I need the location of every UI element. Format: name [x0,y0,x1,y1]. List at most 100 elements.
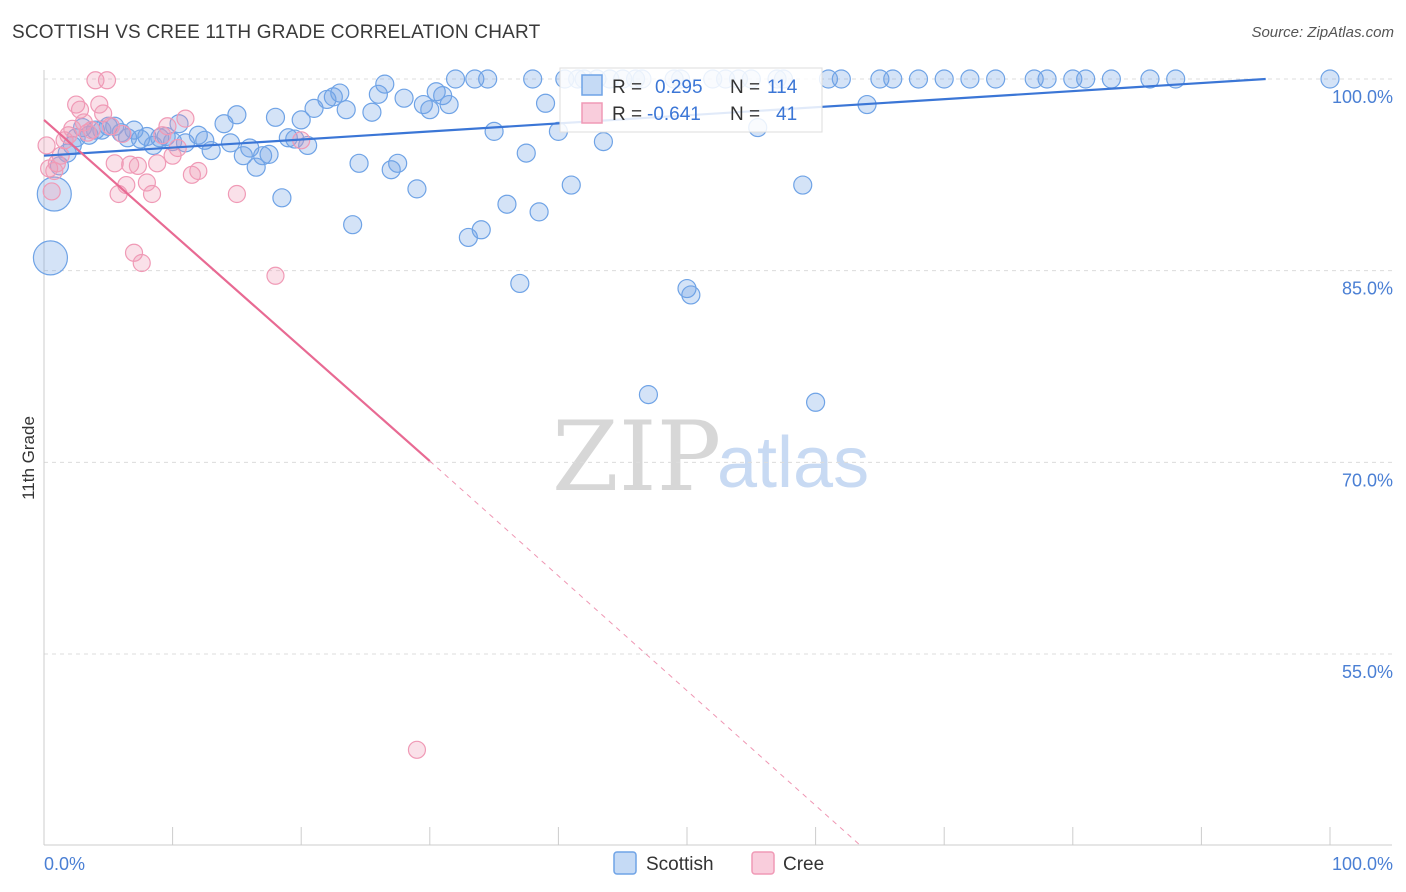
scottish-point [227,105,247,125]
y-axis-label: 11th Grade [19,416,38,500]
scottish-point [934,69,954,89]
gridlines [44,78,1392,655]
scottish-point [349,153,369,173]
scottish-point [561,175,581,195]
scottish-points [32,69,1340,412]
scottish-point [908,69,929,89]
scottish-n-label: N = [730,77,760,98]
cree-point [117,175,136,195]
cree-point [82,121,101,140]
y-tick-labels: 100.0% 85.0% 70.0% 55.0% [1332,87,1393,682]
cree-point [158,117,177,136]
scottish-point [1140,69,1160,89]
scottish-point [831,69,851,89]
scottish-point [793,175,813,195]
cree-point [105,154,124,173]
scottish-point [638,385,659,405]
scottish-point [394,88,414,108]
cree-point [37,136,56,155]
cree-point [97,71,117,90]
scottish-point [246,157,266,177]
scottish-point [375,74,395,94]
stats-box: R = 0.295 N = 114 R = -0.641 N = 41 [559,67,823,133]
scottish-point [681,285,701,305]
scottish-point [32,240,69,276]
scottish-point [1037,69,1057,89]
scottish-point [510,273,530,294]
y-tick-label: 100.0% [1332,87,1393,107]
scottish-point [253,146,273,166]
scottish-point [233,146,253,166]
legend: Scottish Cree [613,851,824,875]
cree-r-value: -0.641 [647,104,701,125]
cree-n-value: 41 [776,104,797,125]
scottish-point [336,100,356,120]
x-tick-label: 0.0% [44,854,85,874]
cree-point [176,109,195,128]
legend-scottish-label[interactable]: Scottish [646,854,714,875]
cree-point [74,113,93,132]
watermark-zip: ZIP [552,401,721,513]
scottish-point [259,144,279,164]
scottish-point [478,69,498,89]
scottish-point [1101,69,1121,89]
scottish-point [362,102,382,122]
cree-trendline-extension [429,460,861,847]
cree-point [137,173,156,192]
legend-cree-swatch[interactable] [751,851,775,875]
cree-point [148,154,167,173]
scottish-point [388,153,408,173]
scottish-point [291,110,311,130]
scottish-point [593,132,614,152]
cree-point [407,740,427,759]
scottish-point [523,69,543,89]
cree-r-label: R = [612,104,642,125]
cree-point [128,156,147,175]
scottish-r-value: 0.295 [655,77,703,98]
cree-point [132,253,151,273]
cree-trendline [43,119,431,462]
cree-point [113,124,132,144]
cree-point [90,95,109,114]
cree-n-label: N = [730,104,760,125]
y-tick-label: 85.0% [1342,279,1393,299]
cree-points [37,71,427,759]
x-tick-labels: 0.0% 100.0% [44,854,1393,874]
cree-stat-swatch [581,102,603,124]
scottish-point [960,69,980,89]
cree-point [121,155,140,174]
scottish-point [471,220,491,240]
cree-point [227,184,246,204]
scottish-point [1076,69,1096,89]
scottish-point [420,100,440,120]
scottish-point [529,202,549,222]
x-tick-label: 100.0% [1332,854,1393,874]
scottish-point [343,215,363,235]
y-tick-label: 70.0% [1342,470,1393,490]
scottish-point [188,125,208,145]
scottish-point [986,69,1006,89]
scottish-r-label: R = [612,77,642,98]
scottish-point [413,94,433,115]
scottish-point [439,94,459,115]
chart-title: SCOTTISH VS CREE 11TH GRADE CORRELATION … [12,22,541,43]
legend-cree-label[interactable]: Cree [783,854,824,875]
scottish-point [535,93,556,113]
scottish-point [516,143,536,163]
source-label: Source: ZipAtlas.com [1251,24,1394,41]
scottish-point [272,188,292,208]
cree-point [153,126,172,145]
cree-point [124,243,144,262]
scottish-point [407,179,427,199]
y-tick-label: 55.0% [1342,662,1393,682]
scottish-point [265,107,286,127]
cree-point [42,182,61,201]
cree-point [266,266,285,285]
cree-point [142,184,162,204]
axes [43,70,1392,846]
legend-scottish-swatch[interactable] [613,851,637,875]
scottish-point [1320,69,1340,89]
scottish-point [883,69,903,89]
watermark-atlas: atlas [717,423,869,503]
